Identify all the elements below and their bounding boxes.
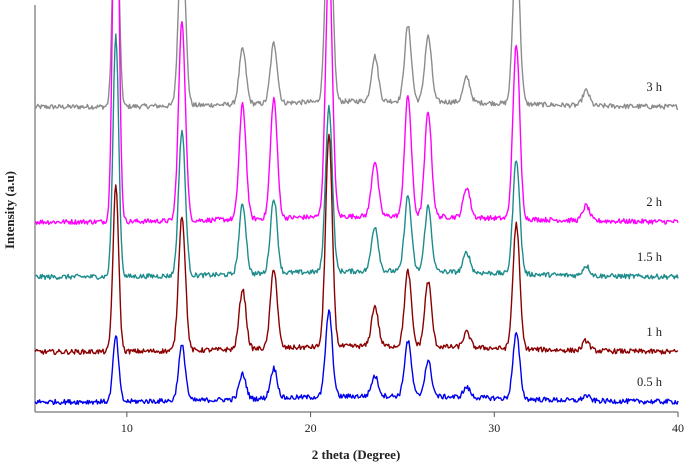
series-label: 2 h xyxy=(646,195,662,209)
y-axis-title: Intensity (a.u) xyxy=(2,171,17,249)
series-line-1-5-h xyxy=(34,33,679,280)
series-line-2-h xyxy=(34,0,679,226)
series-line-1-h xyxy=(34,133,679,356)
x-tick-label: 40 xyxy=(672,421,684,435)
series-line-0-5-h xyxy=(34,309,679,405)
series-labels: 3 h 2 h 1.5 h 1 h 0.5 h xyxy=(637,80,663,389)
traces xyxy=(34,0,679,405)
x-ticks: 10 20 30 40 xyxy=(121,412,684,435)
series-label: 1.5 h xyxy=(637,250,663,264)
series-label: 1 h xyxy=(646,325,662,339)
axes xyxy=(34,5,678,413)
x-tick-label: 10 xyxy=(121,421,133,435)
series-label: 3 h xyxy=(646,80,662,94)
x-tick-label: 30 xyxy=(488,421,500,435)
x-tick-label: 20 xyxy=(305,421,317,435)
series-label: 0.5 h xyxy=(637,375,663,389)
x-axis-title: 2 theta (Degree) xyxy=(312,447,401,462)
series-line-3-h xyxy=(34,0,678,110)
